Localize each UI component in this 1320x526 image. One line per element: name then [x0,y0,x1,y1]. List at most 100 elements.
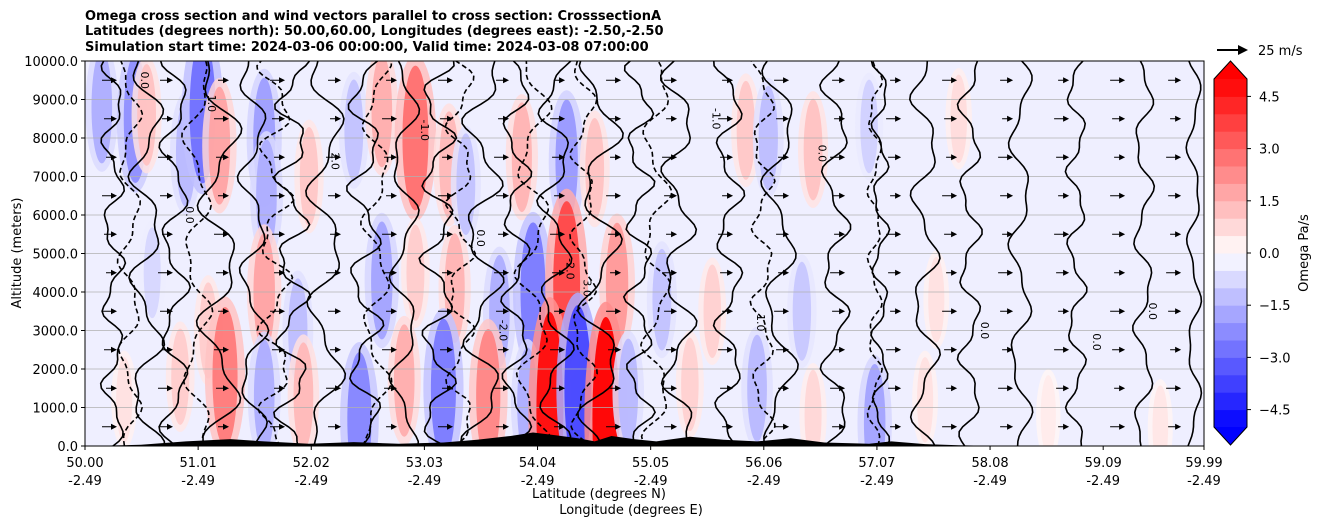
wind-vector-head [391,346,398,353]
omega-cell [208,86,231,205]
wind-vector [776,231,790,238]
wind-vector-head [895,269,902,276]
x-tick-label-latitude: 57.07 [858,456,895,471]
wind-vector [946,154,958,161]
negative-contour-line [116,61,144,446]
wind-vector-head [503,115,510,122]
negative-contour-line [749,61,776,446]
wind-vector [946,269,958,276]
wind-vector [498,346,510,353]
wind-vector-head [951,231,958,238]
wind-vector [890,308,902,315]
colorbar-segment [1214,374,1247,393]
wind-vector-head [167,269,174,276]
wind-vector [160,423,174,430]
contour-label: 1.0 [205,95,218,113]
wind-vector [664,423,678,430]
wind-vector [218,192,230,199]
wind-vector-head [559,308,566,315]
wind-vector-head [1175,192,1182,199]
wind-vector [440,115,454,122]
wind-vector-head [727,269,734,276]
wind-vector [328,423,342,430]
wind-vector-head [559,115,566,122]
wind-vector-head [391,308,398,315]
wind-vector-head [1119,115,1126,122]
wind-vector [890,423,902,430]
wind-vector [214,115,230,122]
wind-vector [214,231,230,238]
omega-cell [256,139,277,252]
wind-vector [1110,423,1126,430]
wind-vector-head [839,308,846,315]
wind-vector-head [727,192,734,199]
wind-vector [1112,231,1126,238]
contour-label-layer: 0.01.0-1.02.0-2.03.00.00.0-1.01.0 0.00.0-… [138,72,1159,351]
wind-vector-head [559,154,566,161]
x-tick-label-latitude: 58.08 [971,456,1008,471]
contour-label: -2.0 [496,320,509,341]
contour-label: 0.0 [138,72,151,90]
wind-vector-head [1119,385,1126,392]
wind-vector-head [279,231,286,238]
wind-vector-head [279,154,286,161]
wind-vector [328,308,342,315]
wind-vector-head [111,308,118,315]
wind-vector-head [167,154,174,161]
omega-cell [747,334,767,442]
wind-vector [606,308,622,315]
contour-line [577,61,624,446]
wind-vector [830,385,846,392]
wind-vector [162,115,174,122]
wind-vector [1000,192,1014,199]
omega-fill-layer [85,61,1173,446]
wind-vector [1166,385,1182,392]
wind-vector-head [839,192,846,199]
wind-vector [776,346,790,353]
omega-cell [804,369,822,446]
wind-vector-head [1007,385,1014,392]
wind-vector-head [671,308,678,315]
colorbar-segment [1214,235,1247,254]
y-axis: 0.0 1000.0 2000.0 3000.0 4000.0 5000.0 6000.0 7… [24,55,85,455]
wind-vector [550,231,566,238]
wind-vector-head [783,269,790,276]
x-tick-label-longitude: -2.49 [68,474,102,489]
wind-vector-head [447,346,454,353]
wind-vector-head [671,192,678,199]
wind-vector [1166,269,1182,276]
wind-vector [1002,231,1014,238]
wind-vector-head [1063,77,1070,84]
wind-vector-head [447,115,454,122]
colorbar-segment [1214,148,1247,167]
wind-vector-head [1119,308,1126,315]
wind-vector-head [671,346,678,353]
wind-vector [1170,115,1182,122]
contour-line [908,61,942,446]
wind-vector-head [1007,231,1014,238]
contour-line [418,61,458,446]
wind-vector [326,385,342,392]
wind-vector [718,346,734,353]
wind-vector-head [1007,115,1014,122]
wind-vector [270,192,286,199]
wind-vector-head [615,346,622,353]
wind-vector [386,423,398,430]
y-tick-label: 7000.0 [33,171,79,186]
wind-vector-head [447,192,454,199]
wind-vector-head [783,154,790,161]
colorbar-segment [1214,183,1247,202]
wind-vector [720,385,734,392]
contour-label: -1.0 [418,120,431,141]
wind-vector [832,308,846,315]
wind-vector [888,269,902,276]
wind-vector [610,154,622,161]
wind-vector [438,77,454,84]
wind-vector-head [223,423,230,430]
wind-vector [106,269,118,276]
wind-vector [774,308,790,315]
wind-vector-head [111,269,118,276]
wind-vector-head [391,115,398,122]
wind-vector [438,423,454,430]
wind-vector [162,231,174,238]
